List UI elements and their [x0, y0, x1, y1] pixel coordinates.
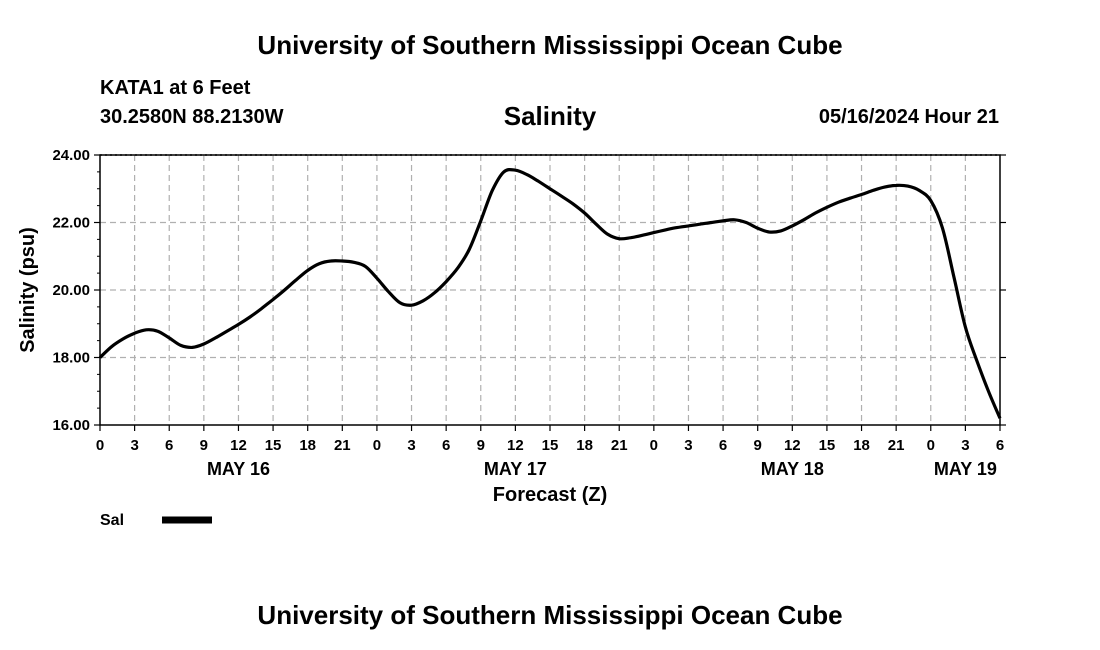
x-tick-label: 18	[576, 437, 593, 454]
y-tick-label: 22.00	[52, 215, 90, 232]
x-tick-label: 15	[819, 437, 836, 454]
x-tick-label: 18	[853, 437, 870, 454]
x-tick-label: 6	[996, 437, 1004, 454]
x-tick-label: 21	[334, 437, 351, 454]
footer-title: University of Southern Mississippi Ocean…	[257, 600, 843, 630]
x-axis-label: Forecast (Z)	[493, 484, 607, 506]
axis-ticks: 0 3 6 9 12 15 18 21 0 3 6 9 12 15 18 21 0 3 6 9 12 15 18 21 0 3 6 1…	[52, 147, 1006, 479]
x-tick-label: 0	[650, 437, 658, 454]
x-tick-label: 12	[230, 437, 247, 454]
x-tick-label: 3	[961, 437, 969, 454]
x-tick-label: 12	[507, 437, 524, 454]
series-line-sal	[98, 167, 1002, 419]
x-tick-label: 15	[265, 437, 282, 454]
x-tick-label: 9	[477, 437, 485, 454]
page-title: University of Southern Mississippi Ocean…	[257, 30, 843, 60]
x-tick-label: 15	[542, 437, 559, 454]
x-tick-label: 21	[611, 437, 628, 454]
x-tick-label: 0	[927, 437, 935, 454]
x-tick-label: 6	[165, 437, 173, 454]
salinity-chart: 0 3 6 9 12 15 18 21 0 3 6 9 12 15 18 21 0 3 6 9 12 15 18 21 0 3 6 1…	[17, 147, 1006, 529]
x-tick-label: 9	[200, 437, 208, 454]
legend-label-sal: Sal	[100, 512, 124, 529]
y-tick-label: 24.00	[52, 147, 90, 164]
x-tick-label: 12	[784, 437, 801, 454]
y-tick-label: 20.00	[52, 282, 90, 299]
x-tick-label: 6	[442, 437, 450, 454]
chart-title: Salinity	[503, 101, 597, 131]
x-tick-label: 9	[754, 437, 762, 454]
x-date-label: MAY 16	[207, 459, 270, 479]
chart-grid	[100, 154, 1000, 425]
x-tick-label: 0	[96, 437, 104, 454]
x-tick-label: 18	[299, 437, 316, 454]
station-label: KATA1 at 6 Feet	[100, 77, 251, 99]
x-tick-label: 3	[407, 437, 415, 454]
y-tick-label: 16.00	[52, 417, 90, 434]
x-tick-label: 0	[373, 437, 381, 454]
forecast-timestamp: 05/16/2024 Hour 21	[818, 106, 999, 128]
series-layer	[98, 167, 1002, 419]
x-date-label: MAY 18	[761, 459, 824, 479]
y-axis-label: Salinity (psu)	[17, 227, 39, 353]
y-tick-label: 18.00	[52, 350, 90, 367]
x-tick-label: 21	[888, 437, 905, 454]
x-date-label: MAY 19	[934, 459, 997, 479]
x-tick-label: 3	[684, 437, 692, 454]
x-tick-label: 6	[719, 437, 727, 454]
x-tick-label: 3	[130, 437, 138, 454]
x-date-label: MAY 17	[484, 459, 547, 479]
station-coordinates: 30.2580N 88.2130W	[100, 106, 284, 128]
